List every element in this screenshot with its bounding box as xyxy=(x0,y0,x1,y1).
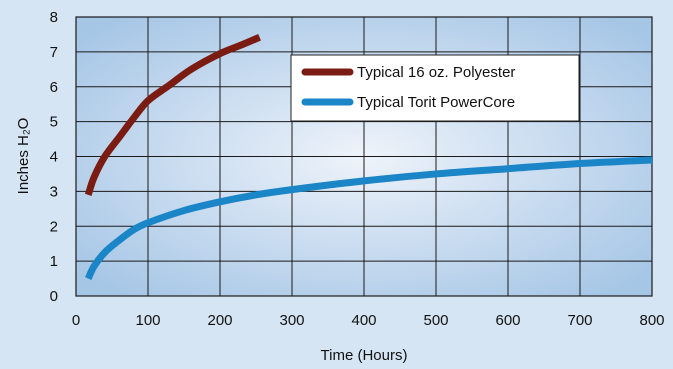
plot-border xyxy=(75,16,653,297)
legend-label-powercore: Typical Torit PowerCore xyxy=(357,94,515,111)
y-tick-label: 8 xyxy=(50,9,58,26)
y-axis-title: Inches H₂O xyxy=(15,118,32,195)
x-tick-label: 0 xyxy=(72,312,80,329)
series-line-typical-torit-powercore xyxy=(85,156,653,281)
x-tick-label: 800 xyxy=(639,312,664,329)
x-tick-label: 300 xyxy=(279,312,304,329)
series-line-typical-16-oz-polyester xyxy=(84,34,261,196)
y-tick-label: 6 xyxy=(50,79,58,96)
x-tick-label: 100 xyxy=(135,312,160,329)
x-tick-label: 500 xyxy=(423,312,448,329)
y-tick-label: 0 xyxy=(50,288,58,305)
legend-label-polyester: Typical 16 oz. Polyester xyxy=(357,64,515,81)
y-tick-label: 5 xyxy=(50,114,58,131)
legend-box xyxy=(290,54,580,122)
x-tick-label: 400 xyxy=(351,312,376,329)
y-tick-label: 3 xyxy=(50,183,58,200)
y-tick-label: 4 xyxy=(50,149,58,166)
y-tick-label: 2 xyxy=(50,218,58,235)
series-layer xyxy=(84,34,653,281)
grid xyxy=(75,16,653,297)
x-tick-label: 600 xyxy=(495,312,520,329)
x-tick-label: 200 xyxy=(207,312,232,329)
y-tick-label: 7 xyxy=(50,44,58,61)
x-tick-label: 700 xyxy=(567,312,592,329)
y-tick-label: 1 xyxy=(50,253,58,270)
x-axis-title: Time (Hours) xyxy=(321,347,408,364)
tick-labels: 0 100 200 300 400 500 600 700 800 0 1 2 3 4 5 6 7 8 xyxy=(50,9,665,329)
legend: Typical 16 oz. Polyester Typical Torit P… xyxy=(290,54,580,122)
